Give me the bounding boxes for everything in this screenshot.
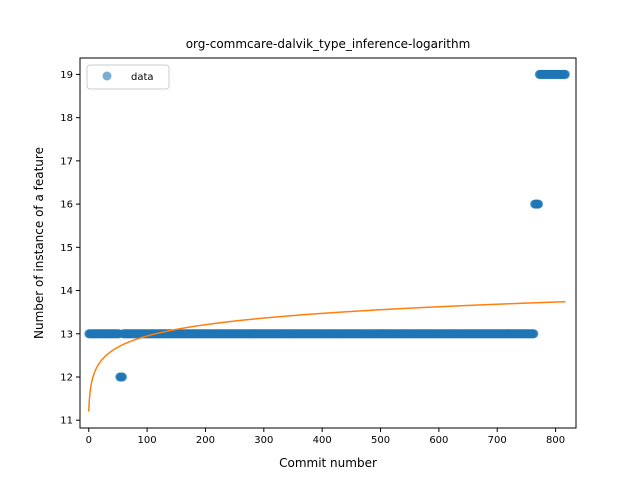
x-tick-label: 500 (371, 435, 390, 446)
y-tick-label: 16 (60, 200, 73, 211)
y-tick-label: 12 (60, 372, 73, 383)
y-axis: 11 12 13 14 15 16 17 18 19 (60, 70, 80, 427)
data-point (118, 372, 128, 382)
x-tick-label: 600 (429, 435, 448, 446)
x-tick-label: 200 (196, 435, 215, 446)
data-point (534, 199, 544, 209)
y-tick-label: 18 (60, 113, 73, 124)
y-tick-label: 19 (60, 70, 73, 81)
y-axis-label: Number of instance of a feature (32, 147, 46, 339)
chart-title: org-commcare-dalvik_type_inference-logar… (186, 37, 471, 51)
y-tick-label: 13 (60, 329, 73, 340)
y-tick-label: 11 (60, 416, 73, 427)
fit-line (88, 300, 566, 412)
x-tick-label: 400 (313, 435, 332, 446)
plot-frame (79, 57, 577, 429)
legend: data (86, 64, 170, 90)
x-axis: 0 100 200 300 400 500 600 700 800 (86, 428, 565, 446)
x-tick-label: 100 (138, 435, 157, 446)
x-tick-label: 700 (488, 435, 507, 446)
y-tick-label: 15 (60, 243, 73, 254)
x-axis-label: Commit number (279, 456, 377, 470)
y-tick-label: 14 (60, 286, 73, 297)
fit-layer (88, 300, 566, 412)
data-point (529, 329, 539, 339)
x-tick-label: 800 (546, 435, 565, 446)
legend-box (86, 64, 170, 90)
legend-label-data: data (131, 72, 154, 83)
x-tick-label: 300 (254, 435, 273, 446)
x-tick-label: 0 (86, 435, 92, 446)
data-layer (84, 69, 570, 382)
data-point (561, 69, 570, 79)
y-tick-label: 17 (60, 156, 73, 167)
legend-marker-data (102, 71, 112, 81)
